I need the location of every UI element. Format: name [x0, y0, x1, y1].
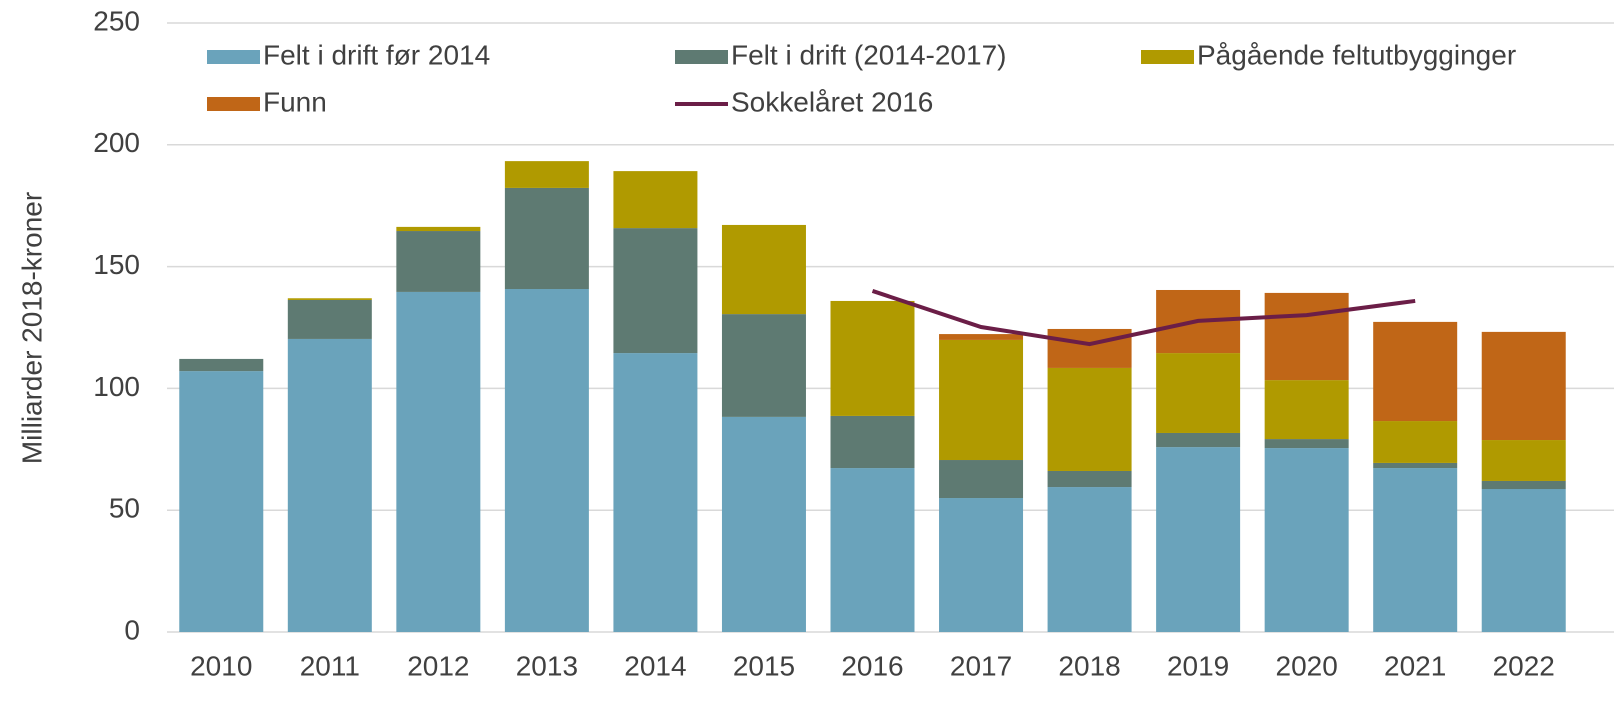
bar [1264, 292, 1349, 381]
legend-swatch [207, 50, 260, 64]
bar [396, 291, 481, 632]
bar [1264, 448, 1349, 632]
bar [1373, 321, 1458, 422]
bar [179, 371, 264, 632]
bar [1264, 439, 1349, 449]
x-tick-label: 2021 [1384, 650, 1446, 681]
bar [721, 416, 806, 632]
bar [1264, 380, 1349, 440]
y-tick-label: 0 [124, 614, 140, 645]
x-tick-label: 2018 [1058, 650, 1120, 681]
bar [1156, 353, 1241, 433]
bar [1481, 480, 1566, 490]
bar [939, 339, 1024, 461]
bar [396, 231, 481, 292]
y-tick-label: 200 [93, 127, 140, 158]
bar [1156, 432, 1241, 448]
y-axis-label: Milliarder 2018-kroner [16, 192, 47, 464]
x-tick-label: 2012 [407, 650, 469, 681]
x-tick-label: 2014 [624, 650, 686, 681]
x-tick-label: 2020 [1276, 650, 1338, 681]
bar [613, 353, 698, 632]
bar [1373, 462, 1458, 469]
bar [830, 415, 915, 469]
legend-label: Felt i drift (2014-2017) [731, 39, 1006, 70]
legend-swatch [675, 50, 728, 64]
legend-swatch [1141, 50, 1194, 64]
bar [1481, 440, 1566, 481]
legend-swatch [207, 97, 260, 111]
bar [830, 468, 915, 632]
bar [939, 460, 1024, 499]
y-tick-label: 150 [93, 249, 140, 280]
x-tick-label: 2017 [950, 650, 1012, 681]
bar [1373, 421, 1458, 463]
x-tick-label: 2022 [1493, 650, 1555, 681]
bar [939, 334, 1024, 340]
legend-label: Funn [263, 86, 327, 117]
bar [287, 298, 372, 300]
bar [504, 289, 589, 632]
x-tick-label: 2010 [190, 650, 252, 681]
line [871, 289, 1416, 347]
y-tick-label: 50 [109, 493, 140, 524]
bar [1047, 328, 1132, 368]
legend-label: Pågående feltutbygginger [1197, 39, 1516, 70]
legend-label: Felt i drift før 2014 [263, 39, 490, 70]
bar [1373, 468, 1458, 632]
bar [830, 300, 915, 416]
y-tick-label: 100 [93, 371, 140, 402]
y-tick-label: 250 [93, 5, 140, 36]
bar [1047, 470, 1132, 488]
bar [1047, 367, 1132, 471]
bar [1481, 331, 1566, 441]
bar [396, 226, 481, 232]
bar [613, 171, 698, 229]
bar [504, 187, 589, 290]
bar [504, 161, 589, 188]
bar [179, 358, 264, 372]
bar [721, 224, 806, 315]
x-tick-label: 2019 [1167, 650, 1229, 681]
legend-label: Sokkelåret 2016 [731, 86, 933, 117]
bar [613, 228, 698, 354]
bar [1047, 487, 1132, 632]
bar [287, 338, 372, 632]
bar [721, 314, 806, 417]
bar [939, 498, 1024, 632]
bar [287, 299, 372, 339]
x-tick-label: 2015 [733, 650, 795, 681]
x-tick-label: 2016 [841, 650, 903, 681]
bar [1156, 447, 1241, 632]
x-tick-label: 2013 [516, 650, 578, 681]
x-tick-label: 2011 [300, 650, 360, 681]
bar [1481, 489, 1566, 632]
